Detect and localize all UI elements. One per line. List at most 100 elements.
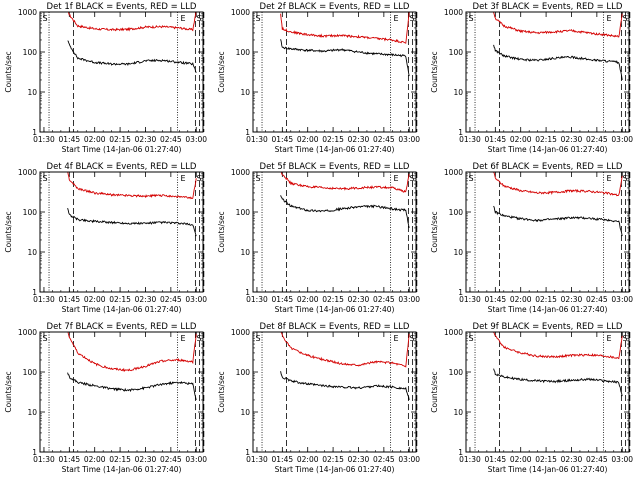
x-tick-label: 01:45 <box>485 455 507 464</box>
x-tick-label: 02:45 <box>160 295 182 304</box>
x-tick-label: 03:00 <box>185 135 207 144</box>
x-tick-label: 02:15 <box>322 295 344 304</box>
x-tick-label: 02:15 <box>535 295 557 304</box>
x-tick-label: 01:30 <box>33 295 55 304</box>
panel-title: Det 2f BLACK = Events, RED = LLD <box>260 2 410 12</box>
y-tick-label: 10 <box>27 408 37 417</box>
series-line-1 <box>493 205 623 237</box>
series-line-0 <box>67 172 197 200</box>
x-tick-label: 02:15 <box>322 135 344 144</box>
marker-label: S <box>468 14 473 23</box>
panel-det-3: Det 3f BLACK = Events, RED = LLD 1 10 100 10… <box>430 2 633 154</box>
y-axis-label: Counts/sec <box>4 371 13 412</box>
series-line-1 <box>67 207 197 237</box>
marker-label: S <box>468 174 473 183</box>
x-tick-label: 02:00 <box>84 295 106 304</box>
plot-frame <box>465 11 630 133</box>
y-tick-label: 100 <box>23 48 38 57</box>
y-axis-label: Counts/sec <box>4 211 13 252</box>
plot-frame <box>465 171 630 293</box>
y-tick-label: 1 <box>32 448 37 457</box>
y-tick-label: 1000 <box>18 168 37 177</box>
plot-frame <box>39 11 204 133</box>
x-tick-label: 02:00 <box>510 295 532 304</box>
marker-label: E <box>393 334 398 343</box>
x-axis-label: Start Time (14-Jan-06 01:27:40) <box>62 305 182 314</box>
marker-label: S <box>622 174 627 183</box>
series-line-1 <box>67 372 197 401</box>
x-axis-label: Start Time (14-Jan-06 01:27:40) <box>275 305 395 314</box>
panel-det-2: Det 2f BLACK = Events, RED = LLD 1 10 100 10… <box>217 2 420 154</box>
y-tick-label: 10 <box>240 88 250 97</box>
x-tick-label: 02:00 <box>510 455 532 464</box>
marker-label: S <box>622 334 627 343</box>
series-line-0 <box>68 12 197 32</box>
y-tick-label: 1 <box>32 288 37 297</box>
series-line-0 <box>280 12 410 44</box>
series-line-0 <box>280 332 410 368</box>
marker-label: E <box>606 174 611 183</box>
panel-title: Det 8f BLACK = Events, RED = LLD <box>260 322 410 332</box>
series-line-1 <box>280 39 410 77</box>
x-tick-label: 03:00 <box>398 135 420 144</box>
x-tick-label: 01:30 <box>33 455 55 464</box>
marker-label: E <box>180 14 185 23</box>
marker-label: E <box>606 14 611 23</box>
x-tick-label: 01:30 <box>459 295 481 304</box>
plot-frame <box>252 171 417 293</box>
y-tick-label: 10 <box>453 248 463 257</box>
y-tick-label: 1 <box>245 448 250 457</box>
x-tick-label: 02:45 <box>160 135 182 144</box>
panel-title: Det 5f BLACK = Events, RED = LLD <box>260 162 410 172</box>
y-tick-label: 100 <box>449 208 464 217</box>
y-tick-label: 1 <box>32 128 37 137</box>
x-axis-label: Start Time (14-Jan-06 01:27:40) <box>488 465 608 474</box>
panel-det-1: Det 1f BLACK = Events, RED = LLD 1 10 100 10… <box>4 2 207 154</box>
x-tick-label: 02:00 <box>297 295 319 304</box>
panel-title: Det 7f BLACK = Events, RED = LLD <box>47 322 197 332</box>
panel-title: Det 3f BLACK = Events, RED = LLD <box>473 2 623 12</box>
x-tick-label: 01:45 <box>485 135 507 144</box>
x-tick-label: 01:30 <box>459 135 481 144</box>
x-tick-label: 02:00 <box>297 455 319 464</box>
y-axis-label: Counts/sec <box>430 371 439 412</box>
x-tick-label: 01:45 <box>272 455 294 464</box>
x-tick-label: 02:15 <box>322 455 344 464</box>
series-line-0 <box>493 12 623 38</box>
x-tick-label: 02:45 <box>586 295 608 304</box>
x-tick-label: 02:30 <box>348 295 370 304</box>
x-tick-label: 02:15 <box>535 455 557 464</box>
y-axis-label: Counts/sec <box>217 51 226 92</box>
y-tick-label: 100 <box>236 48 251 57</box>
series-line-1 <box>280 371 410 401</box>
marker-label: S <box>622 14 627 23</box>
panel-title: Det 1f BLACK = Events, RED = LLD <box>47 2 197 12</box>
y-tick-label: 10 <box>240 248 250 257</box>
y-axis-label: Counts/sec <box>430 51 439 92</box>
panel-title: Det 6f BLACK = Events, RED = LLD <box>473 162 623 172</box>
series-line-0 <box>493 172 623 197</box>
panel-det-5: Det 5f BLACK = Events, RED = LLD 1 10 100 10… <box>217 162 420 314</box>
x-tick-label: 01:45 <box>272 295 294 304</box>
x-tick-label: 03:00 <box>398 295 420 304</box>
x-tick-label: 03:00 <box>185 455 207 464</box>
x-tick-label: 01:30 <box>33 135 55 144</box>
x-tick-label: 02:45 <box>373 135 395 144</box>
plot-frame <box>252 331 417 453</box>
y-tick-label: 1000 <box>444 8 463 17</box>
x-tick-label: 02:15 <box>109 455 131 464</box>
marker-label: S <box>409 14 414 23</box>
marker-label: S <box>255 174 260 183</box>
y-axis-label: Counts/sec <box>4 51 13 92</box>
plot-frame <box>39 331 204 453</box>
x-tick-label: 01:45 <box>485 295 507 304</box>
x-tick-label: 01:30 <box>246 455 268 464</box>
x-tick-label: 03:00 <box>185 295 207 304</box>
y-tick-label: 100 <box>23 208 38 217</box>
marker-label: E <box>180 334 185 343</box>
series-line-0 <box>493 332 623 360</box>
plot-frame <box>465 331 630 453</box>
x-tick-label: 03:00 <box>611 295 633 304</box>
marker-label: S <box>42 334 47 343</box>
x-axis-label: Start Time (14-Jan-06 01:27:40) <box>275 145 395 154</box>
